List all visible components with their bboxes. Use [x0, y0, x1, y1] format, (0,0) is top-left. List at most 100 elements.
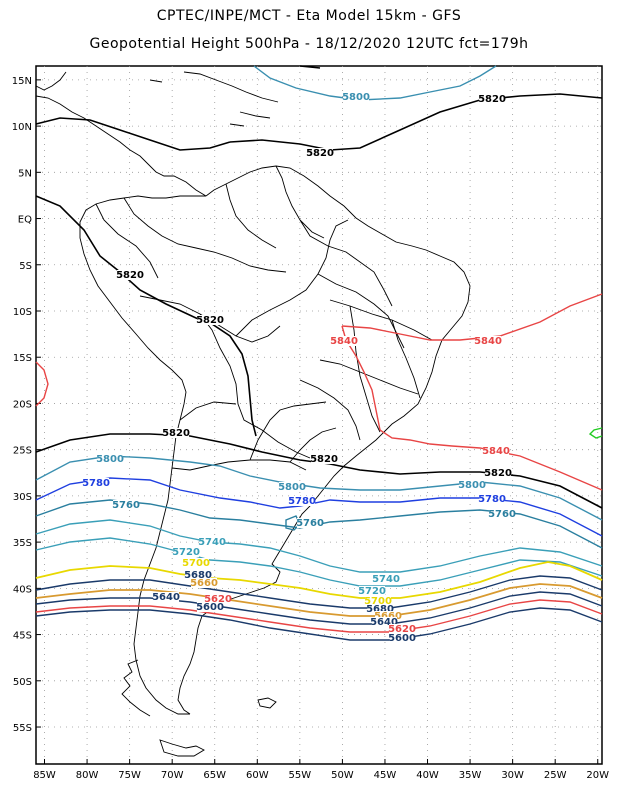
contour-label: 5680 [366, 604, 394, 615]
lon-tick-label: 25W [544, 770, 567, 781]
contour-label: 5820 [116, 270, 144, 281]
lon-tick-label: 85W [33, 770, 56, 781]
contour-5820-north-left [35, 117, 231, 151]
contour-5640 [35, 591, 603, 625]
contour-label-bg [373, 574, 399, 584]
contour-label-bg [389, 633, 415, 643]
contour-label-bg [485, 468, 511, 478]
interior-state-lines [299, 299, 433, 441]
contour-label-bg [367, 604, 393, 614]
lon-tick-label: 20W [586, 770, 609, 781]
contour-label: 5640 [370, 617, 398, 628]
contour-label-bg [197, 315, 223, 325]
contour-label: 5720 [172, 547, 200, 558]
country-borders [95, 165, 405, 471]
contour-label-bg [163, 428, 189, 438]
lat-tick-label: 5S [19, 261, 32, 272]
lat-tick-label: 15S [13, 353, 32, 364]
contour-label-bg [389, 624, 415, 634]
contour-label: 5780 [288, 496, 316, 507]
contour-label: 5760 [112, 500, 140, 511]
contour-label: 5640 [152, 592, 180, 603]
contour-label: 5840 [482, 446, 510, 457]
contour-label: 5820 [478, 94, 506, 105]
contour-5620 [35, 599, 603, 633]
contour-label-bg [459, 480, 485, 490]
contour-label: 5660 [190, 578, 218, 589]
contour-5800-north [253, 65, 497, 101]
map-title-line1: CPTEC/INPE/MCT - Eta Model 15km - GFS [156, 8, 462, 24]
contour-5700 [35, 561, 603, 599]
contour-label: 5800 [96, 454, 124, 465]
contour-label: 5600 [196, 602, 224, 613]
contour-lines [35, 65, 603, 641]
contour-label-bg [117, 270, 143, 280]
contour-label-bg [371, 617, 397, 627]
contour-label-bg [311, 454, 337, 464]
contour-label: 5760 [488, 509, 516, 520]
south-america-coast [177, 165, 471, 715]
contour-5720 [35, 537, 603, 587]
contour-label: 5620 [388, 624, 416, 635]
map-title-line2: Geopotential Height 500hPa - 18/12/2020 … [89, 36, 529, 52]
contour-5680 [35, 575, 603, 609]
lat-tick-label: 40S [13, 584, 32, 595]
contour-label: 5780 [82, 478, 110, 489]
contour-label: 5780 [478, 494, 506, 505]
lon-tick-label: 80W [76, 770, 99, 781]
lat-tick-label: EQ [18, 215, 32, 226]
axis-labels: 15N 10N 5N EQ 5S 10S 15S 20S 25S 30S 35S 40S 45S 50S 5… [12, 76, 609, 781]
contour-label: 5820 [310, 454, 338, 465]
contour-5840-ne [341, 293, 603, 341]
contour-label: 5680 [184, 570, 212, 581]
contour-label-bg [475, 336, 501, 346]
contour-label-bg [479, 94, 505, 104]
contour-label-bg [183, 558, 209, 568]
falkland-islands [257, 697, 277, 709]
contour-label: 5700 [364, 596, 392, 607]
contour-label: 5720 [358, 586, 386, 597]
contour-label-bg [191, 578, 217, 588]
contour-label-bg [307, 148, 333, 158]
contour-label-bg [359, 586, 385, 596]
contour-label: 5800 [342, 92, 370, 103]
contour-label-bg [197, 602, 223, 612]
contour-label-bg [97, 454, 123, 464]
south-america-west-coast [79, 195, 206, 715]
lon-tick-label: 65W [203, 770, 226, 781]
contour-label-bg [205, 594, 231, 604]
contour-5660 [35, 583, 603, 617]
contour-5840-east [341, 325, 603, 491]
land-outlines [35, 71, 471, 757]
contour-5820-north [229, 65, 603, 151]
contour-label: 5740 [198, 537, 226, 548]
contour-label: 5700 [182, 558, 210, 569]
contour-label: 5840 [474, 336, 502, 347]
lat-tick-label: 5N [18, 168, 32, 179]
graticule [36, 66, 602, 764]
contour-green-small [588, 427, 603, 439]
contour-label: 5660 [374, 611, 402, 622]
lon-tick-label: 40W [416, 770, 439, 781]
lon-tick-label: 75W [118, 770, 141, 781]
lon-tick-label: 55W [289, 770, 312, 781]
contour-label-bg [343, 92, 369, 102]
lon-tick-label: 45W [374, 770, 397, 781]
contour-label-bg [483, 446, 509, 456]
lat-tick-label: 45S [13, 631, 32, 642]
contour-label-bg [331, 336, 357, 346]
contour-5600 [35, 607, 603, 641]
contour-5820-south [35, 433, 603, 509]
contour-label-bg [489, 509, 515, 519]
contour-label: 5820 [484, 468, 512, 479]
central-america-coast [35, 95, 207, 197]
contour-label-bg [83, 478, 109, 488]
contour-label: 5760 [296, 518, 324, 529]
lat-tick-label: 35S [13, 538, 32, 549]
lat-tick-label: 10S [13, 307, 32, 318]
lat-tick-label: 20S [13, 399, 32, 410]
contour-label: 5820 [306, 148, 334, 159]
lat-tick-label: 55S [13, 723, 32, 734]
lat-tick-label: 50S [13, 677, 32, 688]
